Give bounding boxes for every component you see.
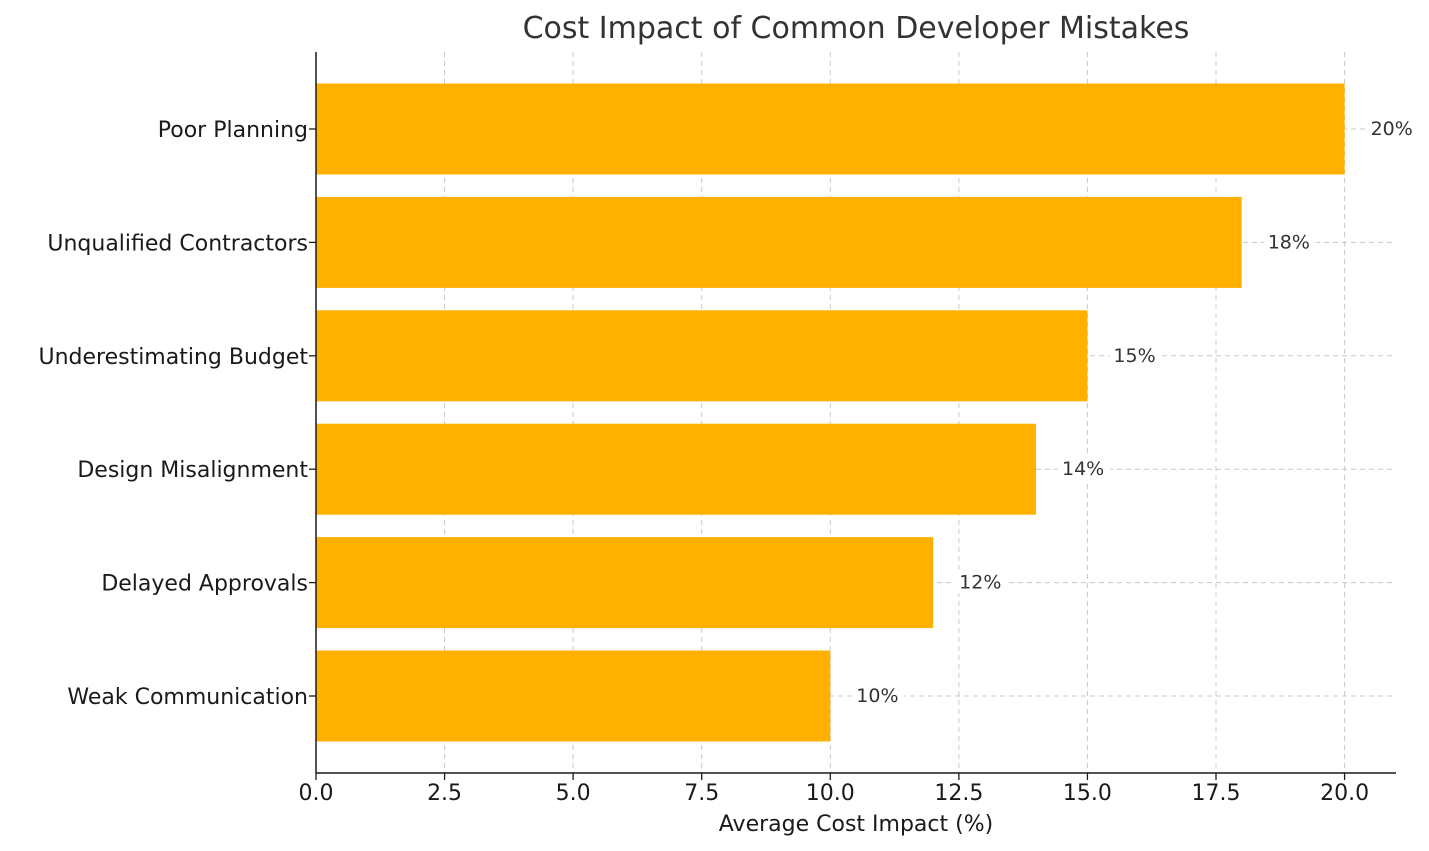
data-label: 10% <box>856 685 898 707</box>
category-label: Unqualified Contractors <box>47 231 308 256</box>
category-label: Weak Communication <box>67 685 308 710</box>
bar <box>316 310 1088 402</box>
data-label-background <box>1058 456 1110 481</box>
data-label: 12% <box>959 572 1001 594</box>
category-label: Underestimating Budget <box>38 345 308 370</box>
x-tick-label: 5.0 <box>556 781 591 806</box>
bar <box>316 650 831 742</box>
category-label: Delayed Approvals <box>101 572 308 597</box>
data-label-background <box>955 569 1008 594</box>
data-label-background <box>1109 342 1162 367</box>
x-tick-label: 20.0 <box>1320 781 1369 806</box>
category-label: Poor Planning <box>158 118 308 143</box>
bar <box>316 83 1345 175</box>
x-tick-label: 0.0 <box>299 781 334 806</box>
data-label: 15% <box>1113 345 1155 367</box>
bar <box>316 423 1036 515</box>
chart-title: Cost Impact of Common Developer Mistakes <box>523 11 1190 46</box>
x-tick-label: 2.5 <box>427 781 462 806</box>
x-tick-label: 15.0 <box>1063 781 1112 806</box>
category-label: Design Misalignment <box>77 458 308 483</box>
data-label: 18% <box>1268 231 1310 253</box>
bar <box>316 196 1242 288</box>
data-label: 20% <box>1371 118 1413 140</box>
x-tick-label: 7.5 <box>684 781 719 806</box>
x-tick-label: 17.5 <box>1192 781 1241 806</box>
x-axis-title: Average Cost Impact (%) <box>719 812 993 837</box>
labels: Poor Planning 20% Unqualified Contractors 1… <box>38 116 1419 710</box>
data-label-background <box>852 683 905 707</box>
bar <box>316 537 934 629</box>
x-tick-label: 10.0 <box>806 781 855 806</box>
ticks: 0.0 2.5 5.0 7.5 10.0 12.5 15.0 17.5 20.0 <box>299 128 1369 806</box>
data-label-background <box>1263 229 1316 254</box>
x-tick-label: 12.5 <box>934 781 983 806</box>
data-label: 14% <box>1062 458 1104 480</box>
bars <box>316 83 1345 742</box>
data-label-background <box>1366 116 1419 140</box>
